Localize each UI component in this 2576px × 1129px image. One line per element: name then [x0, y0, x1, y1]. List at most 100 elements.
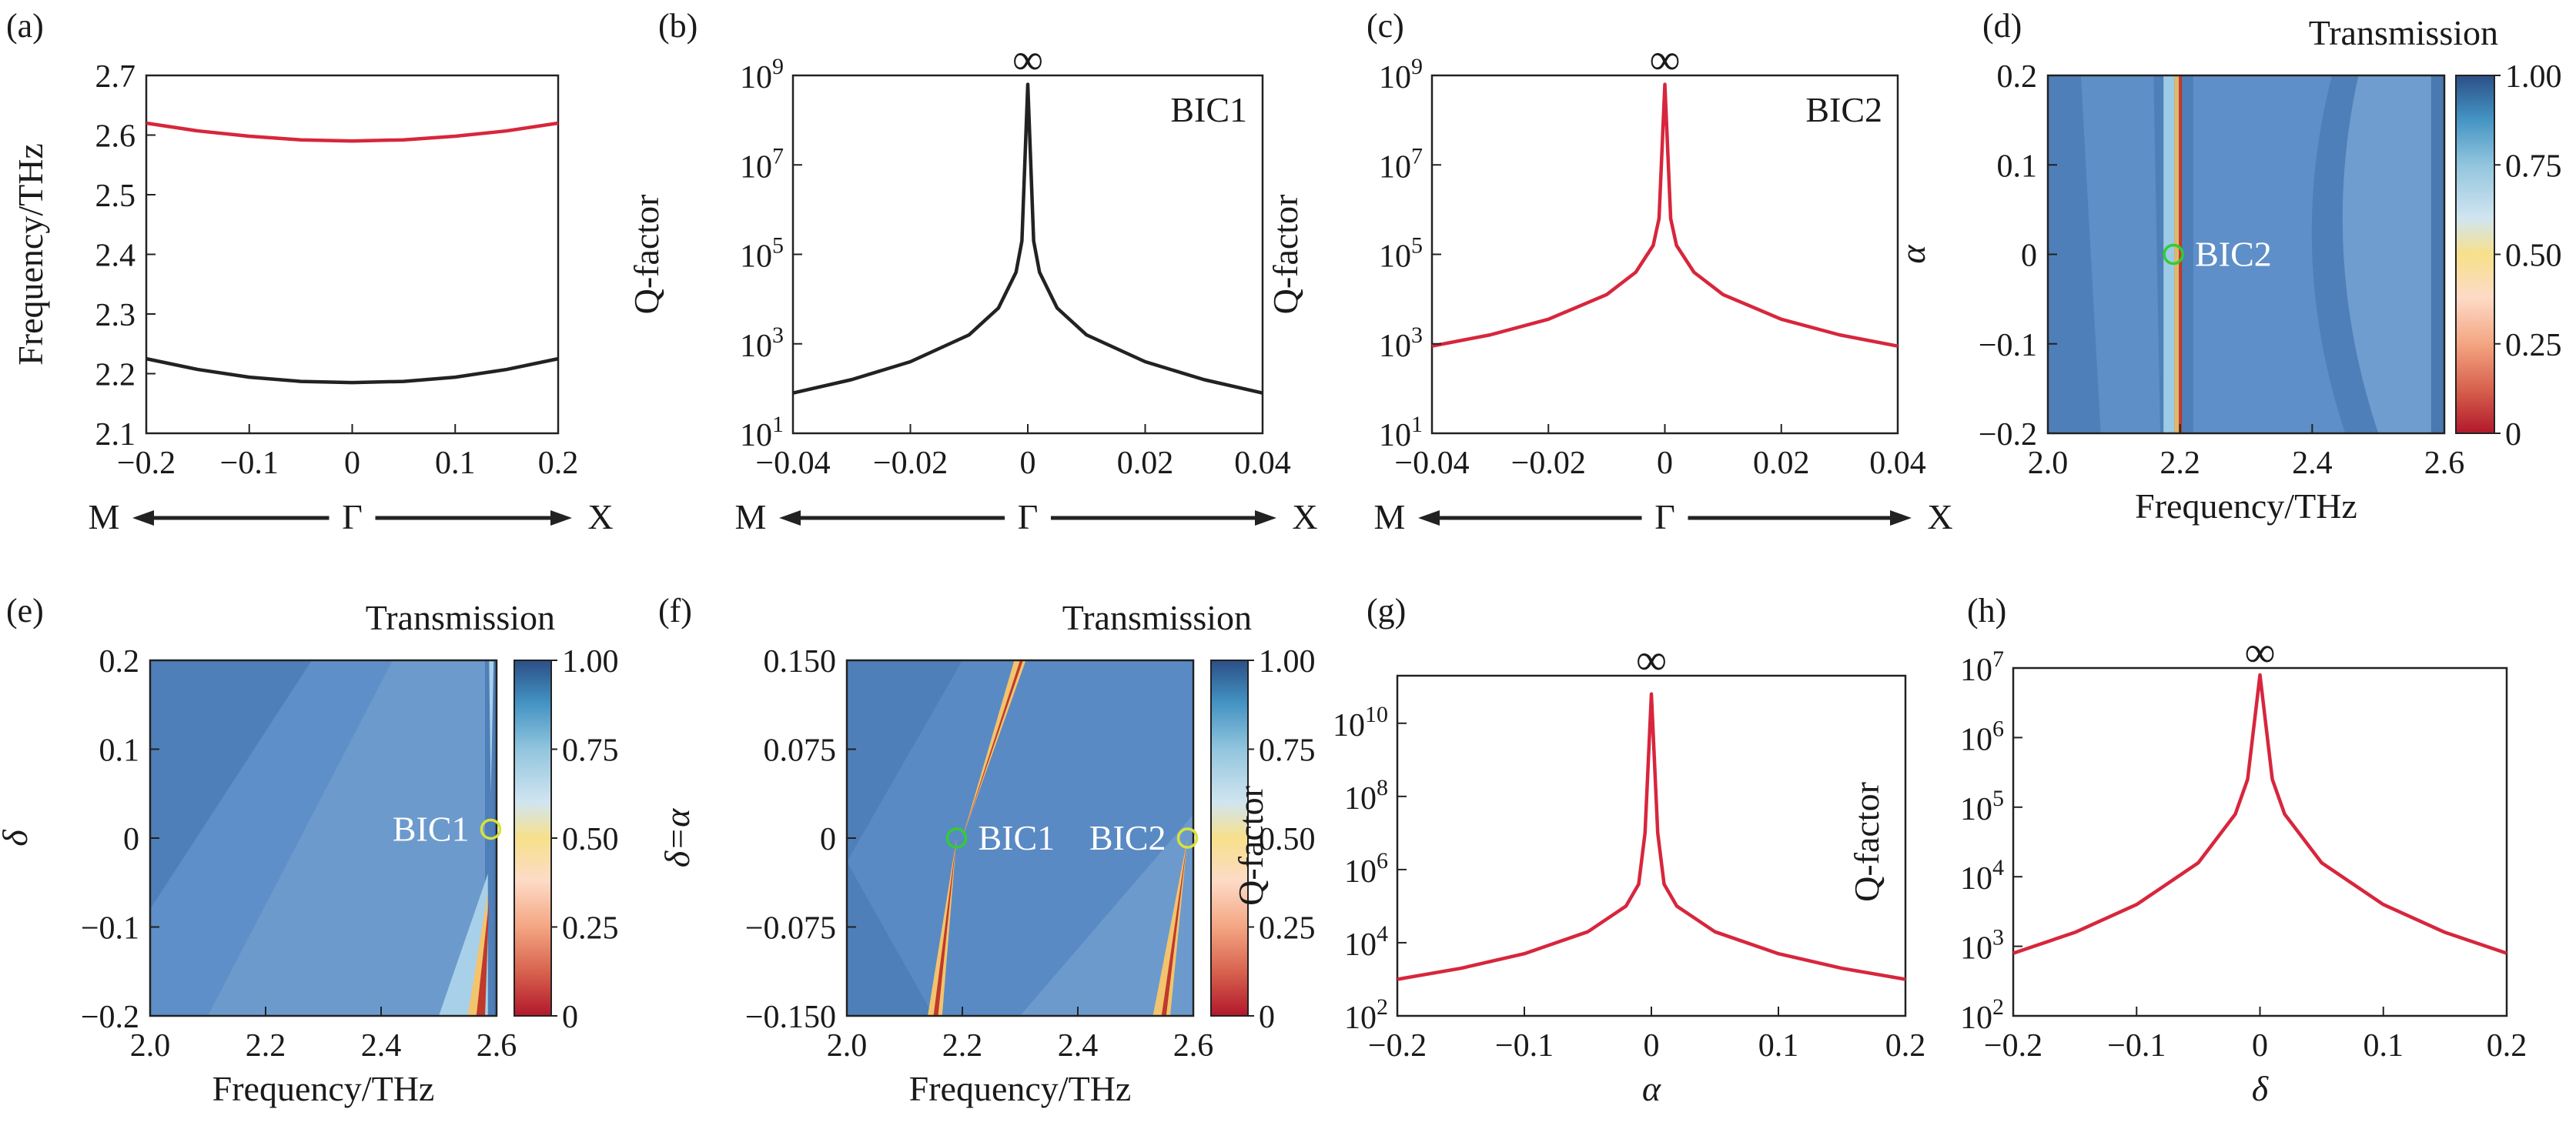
panel-e: (e) 2.0 2.2 2.4 2.6 −0.2 −0.1 0 0.1 0.2 Frequency/…: [0, 592, 619, 1108]
y-tick-label: 106: [1960, 716, 2004, 757]
q-factor-line: [792, 82, 1263, 395]
x-label-right: X: [587, 497, 613, 536]
y-tick-label: 2.1: [95, 417, 136, 453]
panel-label: (a): [6, 7, 44, 45]
x-tick-label: 0.2: [1885, 1028, 1926, 1064]
x-axis-label: α: [1642, 1069, 1661, 1108]
y-tick-label: 109: [1379, 54, 1423, 95]
arrowhead-left: [779, 510, 801, 526]
colorbar-tick-label: 0: [2505, 417, 2521, 453]
colorbar-tick-label: 0: [562, 1000, 578, 1035]
y-tick-label: 105: [1960, 786, 2004, 827]
y-axis-label: Q-factor: [627, 195, 666, 315]
x-tick-label: 2.6: [2424, 446, 2465, 481]
band-line: [146, 356, 559, 385]
x-tick-label: 2.6: [1173, 1028, 1214, 1064]
q-factor-line: [2012, 673, 2507, 955]
y-tick-label: 104: [1344, 921, 1388, 963]
contour-band: [2342, 75, 2431, 433]
resonance-wedge: [928, 838, 957, 1016]
x-tick-label: 0: [1020, 446, 1036, 481]
bic-marker: [480, 818, 502, 840]
x-tick-label: 2.2: [942, 1028, 983, 1064]
y-tick-label: 101: [1379, 412, 1423, 453]
plot-frame: [145, 74, 560, 435]
x-tick-label: −0.2: [1368, 1028, 1427, 1064]
x-tick-label: −0.2: [117, 446, 176, 481]
contour-band: [1020, 814, 1193, 1016]
y-tick-label: 2.2: [95, 358, 136, 393]
y-tick-label: 0: [820, 822, 836, 857]
x-tick-label: 0.04: [1234, 446, 1291, 481]
x-tick-label: 2.0: [2028, 446, 2069, 481]
x-label-left: M: [1374, 497, 1406, 536]
resonance-wedge: [962, 660, 1023, 838]
x-tick-label: 2.2: [246, 1028, 286, 1064]
y-tick-label: −0.150: [745, 1000, 836, 1035]
bic-marker: [945, 827, 968, 849]
y-axis-label: Q-factor: [1847, 782, 1886, 902]
colorbar-tick-label: 0.50: [1259, 822, 1316, 857]
y-tick-label: 2.7: [95, 59, 136, 95]
y-tick-label: 107: [1379, 143, 1423, 185]
y-axis-label: Q-factor: [1266, 195, 1305, 315]
bic-label: BIC2: [1089, 818, 1166, 857]
bic-label: BIC1: [979, 818, 1055, 857]
arrowhead-right: [550, 510, 572, 526]
y-tick-label: 0: [2021, 239, 2037, 274]
x-tick-label: −0.1: [2107, 1028, 2166, 1064]
colorbar-tick-label: 0.75: [562, 733, 619, 769]
bic-marker: [1176, 827, 1199, 849]
x-axis-label: Frequency/THz: [2135, 486, 2357, 526]
x-tick-label: 2.4: [361, 1028, 402, 1064]
resonance-line: [2163, 75, 2175, 433]
y-tick-label: 2.3: [95, 298, 136, 333]
y-tick-label: 0.1: [1997, 149, 2038, 184]
bic-annotation: BIC1: [1170, 90, 1247, 129]
x-label-center: Γ: [1654, 497, 1675, 536]
x-tick-label: 0: [344, 446, 360, 481]
colorbar-tick-label: 0.75: [2505, 149, 2562, 184]
x-tick-label: 0.1: [2364, 1028, 2404, 1064]
x-axis-label: Frequency/THz: [212, 1069, 435, 1108]
x-tick-label: 0.02: [1117, 446, 1174, 481]
y-tick-label: 0.150: [764, 644, 837, 680]
x-tick-label: −0.04: [755, 446, 830, 481]
band-line: [146, 121, 559, 143]
x-label-right: X: [1927, 497, 1952, 536]
y-tick-label: 102: [1344, 994, 1388, 1036]
y-tick-label: 105: [740, 233, 784, 275]
x-tick-label: 2.6: [477, 1028, 517, 1064]
infinity-label: ∞: [1012, 36, 1043, 84]
y-tick-label: 105: [1379, 233, 1423, 275]
x-tick-label: 2.4: [1058, 1028, 1099, 1064]
y-tick-label: −0.075: [745, 911, 836, 947]
colorbar-tick-label: 0.50: [2505, 239, 2562, 274]
colorbar-tick-label: 0.75: [1259, 733, 1316, 769]
y-axis-label: δ: [0, 830, 35, 847]
x-tick-label: 2.0: [827, 1028, 868, 1064]
y-tick-label: −0.1: [1979, 328, 2037, 363]
y-tick-label: −0.2: [1979, 417, 2037, 453]
panel-label: (g): [1367, 592, 1406, 630]
panel-label: (e): [6, 592, 44, 630]
x-tick-label: 0.2: [538, 446, 579, 481]
x-tick-label: 0: [2252, 1028, 2268, 1064]
y-tick-label: 2.5: [95, 179, 136, 214]
x-tick-label: 0.1: [435, 446, 476, 481]
y-tick-label: 1010: [1333, 702, 1388, 743]
heatmap-field: [2048, 75, 2444, 433]
y-tick-label: 107: [740, 143, 784, 185]
y-axis-label: Q-factor: [1231, 786, 1270, 906]
y-tick-label: 107: [1960, 646, 2004, 688]
arrowhead-right: [1890, 510, 1912, 526]
plot-frame: [2012, 666, 2508, 1017]
q-factor-line: [1397, 692, 1906, 981]
y-tick-label: 104: [1960, 855, 2004, 897]
panel-h: (h) 102 103 104 105 106 107 ∞ −0.2 −0.1 0 0.1 0.2 δ Q-…: [1847, 592, 2527, 1108]
colorbar-title: Transmission: [1062, 598, 1252, 637]
x-tick-label: 2.0: [130, 1028, 171, 1064]
panel-d: (d) 2.0 2.2 2.4 2.6 −0.2 −0.1 0 0.1 0.2 Frequency/…: [1893, 7, 2562, 526]
panel-label: (b): [658, 7, 698, 45]
resonance-wedge: [489, 660, 494, 794]
